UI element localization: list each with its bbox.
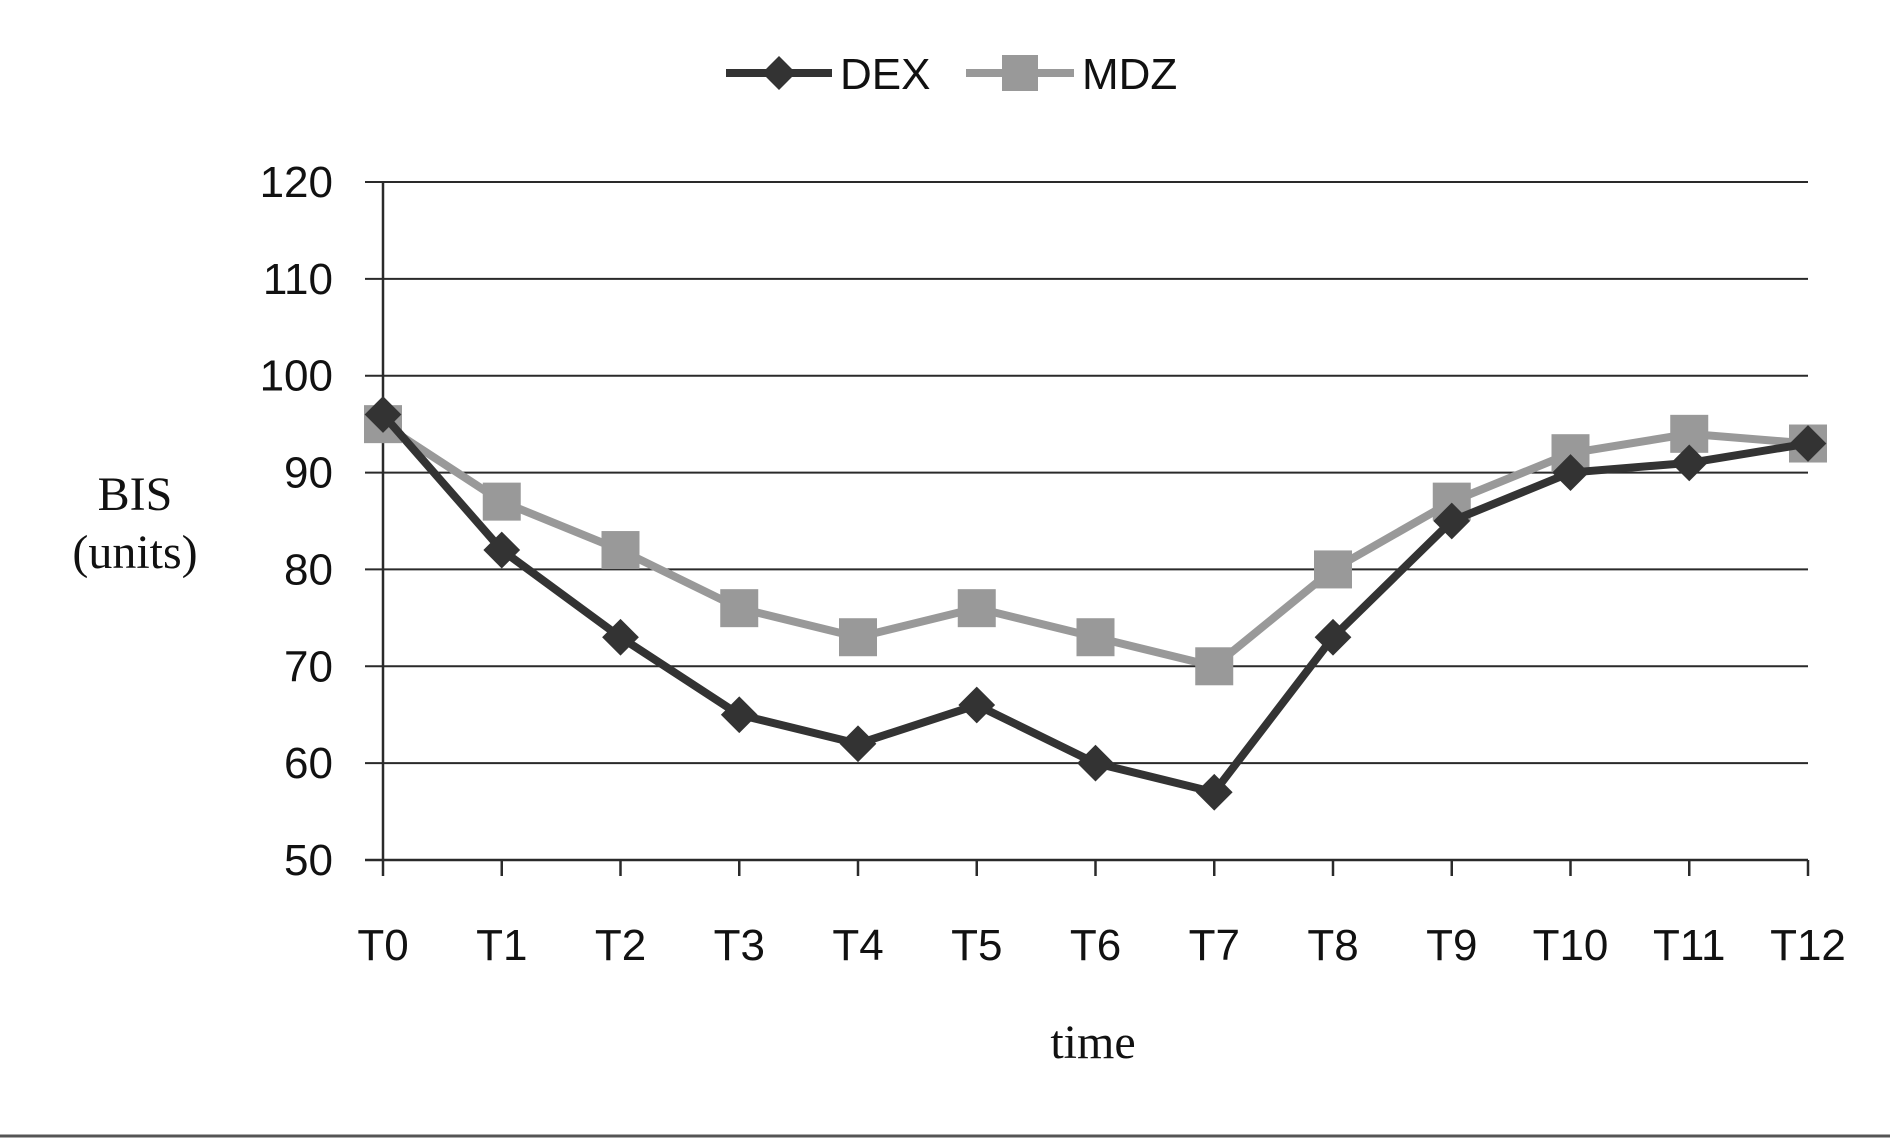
x-tick-label-T7: T7 [1189, 921, 1240, 970]
legend-item-mdz: MDZ [966, 50, 1177, 99]
point-dex-T2 [602, 618, 639, 656]
point-dex-T1 [483, 531, 521, 569]
point-dex-T10 [1552, 454, 1589, 491]
legend-dex-label: DEX [840, 50, 930, 99]
point-dex-T9 [1433, 502, 1471, 540]
x-tick-label-T11: T11 [1653, 921, 1726, 970]
x-tick-label-T1: T1 [476, 921, 527, 970]
point-mdz-T4 [839, 618, 877, 657]
legend: DEX MDZ [726, 50, 1177, 99]
y-tick-label-120: 120 [260, 158, 333, 207]
y-tick-label-50: 50 [284, 836, 333, 885]
x-tick-label-T8: T8 [1307, 921, 1358, 970]
y-axis-title-line2: (units) [72, 526, 197, 579]
point-dex-T11 [1670, 444, 1708, 482]
x-tick-label-T3: T3 [714, 921, 765, 970]
y-tick-labels: 50 60 70 80 90 100 110 120 [260, 158, 333, 885]
point-dex-T3 [720, 696, 758, 734]
point-dex-T8 [1314, 618, 1352, 656]
y-tick-label-110: 110 [263, 255, 333, 304]
x-tick-label-T4: T4 [832, 921, 883, 970]
x-tick-label-T5: T5 [951, 921, 1002, 970]
point-dex-T12 [1789, 425, 1827, 462]
x-tick-label-T12: T12 [1770, 921, 1846, 970]
series-dex [364, 396, 1827, 811]
series-mdz [364, 405, 1827, 686]
x-axis-title: time [1050, 1016, 1135, 1069]
point-mdz-T5 [957, 589, 996, 628]
legend-mdz-square [1002, 55, 1038, 91]
point-mdz-T8 [1314, 550, 1352, 589]
point-mdz-T2 [601, 531, 640, 570]
y-tick-label-70: 70 [284, 642, 333, 691]
x-tick-label-T2: T2 [595, 921, 646, 970]
x-tick-label-T10: T10 [1533, 921, 1609, 970]
point-dex-T7 [1195, 773, 1233, 811]
series-lines [364, 396, 1827, 811]
point-mdz-T3 [720, 589, 759, 628]
y-tick-label-60: 60 [284, 739, 333, 788]
y-tick-label-100: 100 [260, 352, 333, 401]
point-mdz-T7 [1195, 647, 1234, 686]
point-dex-T4 [839, 725, 877, 763]
x-tick-label-T0: T0 [357, 921, 408, 970]
y-tick-label-90: 90 [284, 449, 333, 498]
x-tick-label-T6: T6 [1070, 921, 1121, 970]
y-axis-title-line1: BIS [98, 468, 173, 521]
x-tick-label-T9: T9 [1426, 921, 1477, 970]
axes [365, 182, 1810, 876]
point-dex-T6 [1077, 744, 1114, 782]
x-tick-labels: T0 T1 T2 T3 T4 T5 T6 T7 T8 T9 T10 T11 T12 [357, 921, 1846, 970]
point-dex-T5 [958, 686, 996, 724]
point-mdz-T6 [1076, 618, 1115, 657]
y-tick-label-80: 80 [284, 545, 333, 594]
point-dex-T0 [364, 396, 402, 433]
point-mdz-T1 [482, 482, 521, 521]
legend-mdz-label: MDZ [1082, 50, 1177, 99]
